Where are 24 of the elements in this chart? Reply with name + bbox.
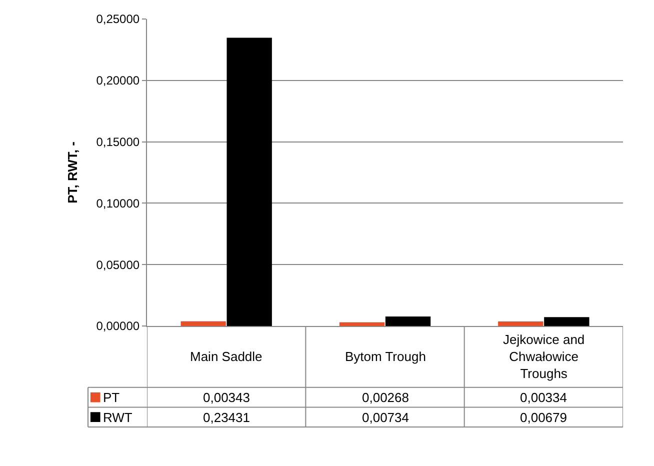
y-tick-label: 0,15000 (96, 135, 140, 149)
x-tick-label: Jejkowice and Chwałowice Troughs (503, 332, 585, 381)
y-tick-label: 0,05000 (96, 258, 140, 272)
y-tick-label: 0,10000 (96, 196, 140, 210)
bar (544, 317, 590, 326)
x-tick-label: Main Saddle (190, 349, 262, 364)
bar (498, 321, 544, 326)
data-label: 0,00334 (520, 390, 567, 405)
legend-label: PT (103, 390, 120, 405)
data-label: 0,00268 (362, 390, 409, 405)
data-label: 0,23431 (203, 410, 250, 425)
bar (385, 316, 431, 326)
data-label: 0,00679 (520, 410, 567, 425)
bar (226, 38, 272, 326)
bar (339, 322, 385, 326)
x-tick-label: Bytom Trough (345, 349, 426, 364)
y-tick-label: 0,00000 (96, 319, 140, 334)
y-axis-title: PT, RWT, - (65, 142, 80, 204)
legend-label: RWT (103, 410, 132, 425)
data-label: 0,00734 (362, 410, 409, 425)
data-label: 0,00343 (203, 390, 250, 405)
y-tick-label: 0,20000 (96, 74, 140, 88)
y-tick-label: 0,25000 (96, 12, 140, 26)
bar (180, 321, 226, 326)
